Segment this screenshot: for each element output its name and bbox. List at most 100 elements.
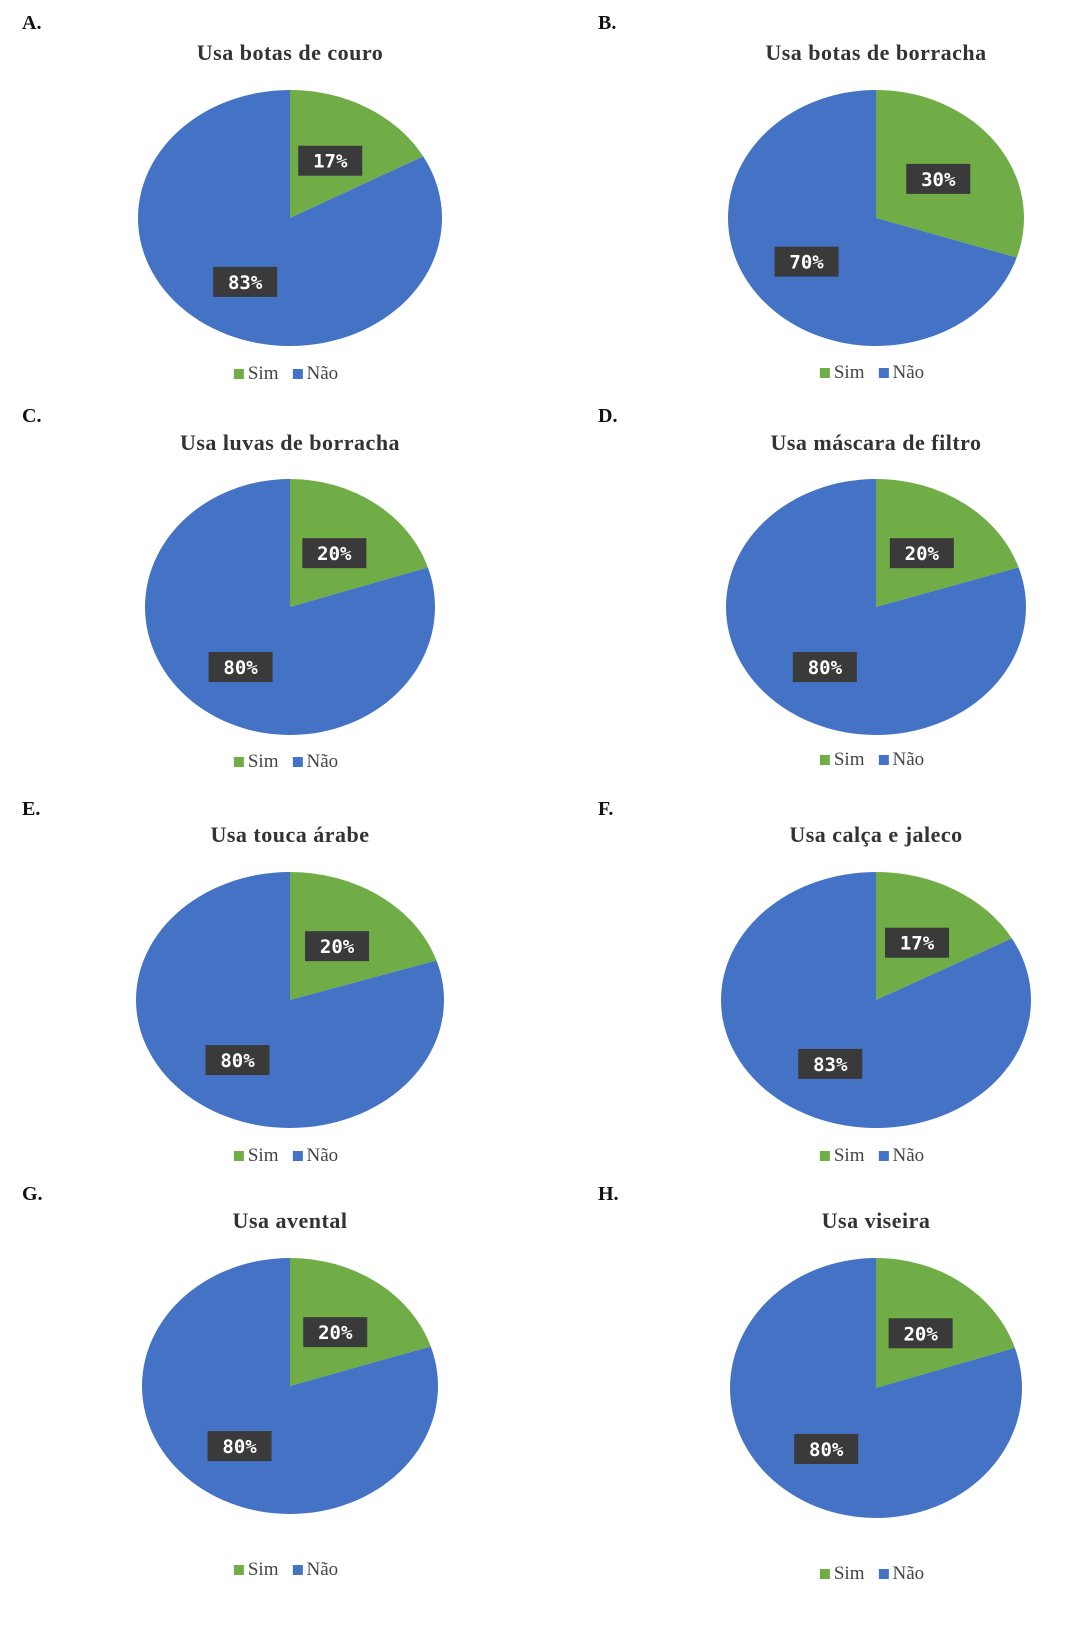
pie-chart-h: 20% 80% — [730, 1258, 1022, 1518]
legend-swatch — [878, 1569, 889, 1579]
legend-item-sim: Sim — [233, 1559, 278, 1581]
data-label-box — [207, 1431, 272, 1462]
legend-item-nao: Não — [878, 362, 924, 384]
data-label-sim-f: 17% — [885, 927, 950, 958]
pie-chart-a: 17% 83% — [137, 90, 442, 347]
data-label-sim-h: 20% — [888, 1318, 953, 1349]
legend-swatch — [292, 1565, 303, 1575]
pie-chart-f: 17% 83% — [721, 872, 1031, 1128]
legend-label: Não — [306, 1145, 339, 1166]
chart-title-e: Usa touca árabe — [210, 822, 370, 847]
data-label-nao-c: 80% — [208, 652, 273, 683]
legend-label: Não — [892, 749, 925, 770]
legend-item-nao: Não — [292, 363, 338, 385]
data-label-text: 80% — [809, 1439, 844, 1461]
data-label-nao-b: 70% — [774, 246, 839, 277]
legend-swatch — [819, 1569, 830, 1579]
pie-chart-e: 20% 80% — [136, 872, 445, 1128]
panel-letter-g: G. — [22, 1183, 43, 1205]
data-label-text: 80% — [808, 657, 843, 679]
data-label-nao-g: 80% — [207, 1431, 272, 1462]
data-label-text: 17% — [313, 151, 348, 173]
legend-item-nao: Não — [292, 751, 338, 773]
data-label-box — [888, 1318, 953, 1349]
legend-label: Sim — [247, 1145, 279, 1166]
data-label-text: 30% — [921, 169, 956, 191]
legend-item-sim: Sim — [233, 363, 279, 385]
data-label-text: 20% — [317, 543, 352, 565]
data-label-sim-c: 20% — [302, 538, 367, 569]
data-label-text: 17% — [900, 933, 935, 955]
legend-label: Não — [892, 1563, 925, 1584]
pie-chart-g: 20% 80% — [142, 1258, 439, 1514]
legend-g: Sim Não — [233, 1559, 346, 1581]
pie-chart-d: 20% 80% — [726, 479, 1026, 735]
legend-h: Sim Não — [819, 1563, 932, 1585]
data-label-text: 70% — [789, 252, 824, 274]
legend-swatch — [292, 1151, 303, 1161]
data-label-text: 20% — [320, 936, 355, 958]
data-label-sim-a: 17% — [298, 145, 363, 176]
data-label-box — [298, 145, 363, 176]
chart-title-g: Usa avental — [232, 1208, 348, 1233]
legend-swatch — [292, 757, 303, 767]
legend-a: Sim Não — [233, 363, 346, 385]
legend-e: Sim Não — [233, 1145, 346, 1167]
legend-label: Sim — [833, 1563, 865, 1584]
panel-letter-d: D. — [598, 405, 618, 427]
data-label-box — [774, 246, 839, 277]
data-label-box — [213, 266, 278, 297]
data-label-box — [205, 1045, 270, 1076]
panel-letter-h: H. — [598, 1183, 619, 1205]
data-label-text: 20% — [903, 1323, 938, 1345]
panel-letter-a: A. — [22, 12, 42, 34]
data-label-box — [889, 538, 954, 569]
data-label-sim-e: 20% — [305, 931, 370, 962]
data-label-nao-f: 83% — [798, 1048, 863, 1079]
data-label-nao-a: 83% — [213, 266, 278, 297]
data-label-text: 80% — [223, 657, 258, 679]
legend-label: Sim — [833, 1145, 865, 1166]
legend-label: Não — [306, 1559, 339, 1580]
data-label-text: 83% — [813, 1054, 848, 1076]
panel-letter-b: B. — [598, 12, 617, 34]
legend-label: Sim — [833, 362, 865, 383]
legend-label: Não — [892, 362, 925, 383]
legend-label: Sim — [247, 363, 279, 384]
data-label-sim-d: 20% — [889, 538, 954, 569]
panel-letter-f: F. — [598, 798, 614, 820]
legend-c: Sim Não — [233, 751, 346, 773]
legend-item-nao: Não — [878, 1145, 924, 1167]
legend-swatch — [233, 757, 244, 767]
data-label-nao-h: 80% — [794, 1433, 859, 1464]
legend-label: Sim — [833, 749, 865, 770]
data-label-nao-d: 80% — [792, 652, 857, 683]
legend-item-sim: Sim — [819, 1145, 865, 1167]
legend-item-sim: Sim — [819, 362, 865, 384]
legend-label: Sim — [247, 751, 279, 772]
legend-item-sim: Sim — [233, 1145, 279, 1167]
legend-swatch — [819, 1151, 830, 1161]
data-label-box — [798, 1048, 863, 1079]
chart-title-a: Usa botas de couro — [196, 40, 384, 65]
legend-item-sim: Sim — [819, 749, 865, 771]
legend-item-nao: Não — [292, 1559, 338, 1581]
legend-item-sim: Sim — [819, 1563, 865, 1585]
data-label-box — [305, 931, 370, 962]
data-label-text: 80% — [222, 1436, 257, 1458]
legend-d: Sim Não — [819, 749, 932, 771]
legend-swatch — [233, 1565, 244, 1575]
pie-slice-nao-b — [728, 90, 1017, 346]
legend-swatch — [819, 368, 830, 378]
legend-label: Não — [306, 363, 339, 384]
legend-swatch — [233, 1151, 244, 1161]
data-label-text: 80% — [220, 1050, 255, 1072]
panel-letter-c: C. — [22, 405, 42, 427]
data-label-sim-b: 30% — [906, 163, 971, 194]
data-label-box — [792, 652, 857, 683]
data-label-box — [302, 538, 367, 569]
legend-label: Não — [892, 1145, 925, 1166]
chart-title-h: Usa viseira — [821, 1208, 931, 1233]
pie-chart-b: 30% 70% — [728, 90, 1024, 346]
data-label-box — [208, 652, 273, 683]
